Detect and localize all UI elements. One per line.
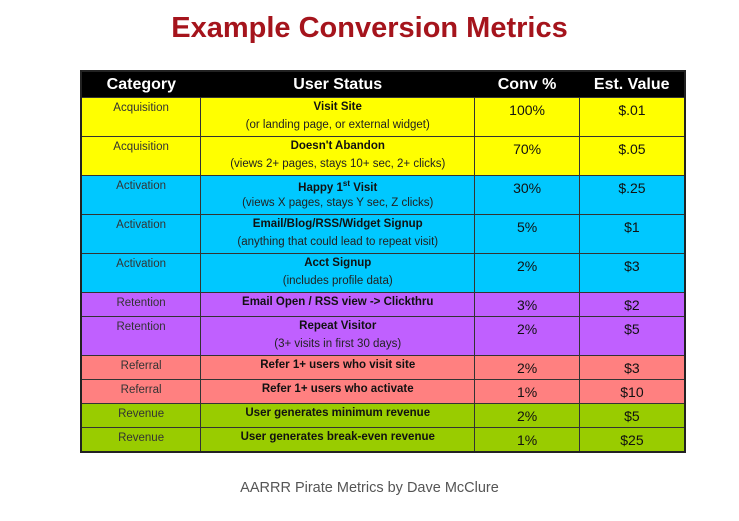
status-text: Email/Blog/RSS/Widget Signup <box>252 218 423 230</box>
status-title: Email/Blog/RSS/Widget Signup <box>201 218 474 236</box>
conv-cell: 3% <box>474 292 580 317</box>
conv-cell: 70% <box>474 136 580 176</box>
conv-cell: 5% <box>474 214 580 254</box>
status-cell: User generates minimum revenue <box>200 403 476 428</box>
status-text: Refer 1+ users who activate <box>261 383 414 395</box>
table-header-row: Category User Status Conv % Est. Value <box>81 71 685 98</box>
status-detail: (views 2+ pages, stays 10+ sec, 2+ click… <box>230 158 446 170</box>
status-text-post: Visit <box>350 181 378 194</box>
category-cell: Acquisition <box>80 97 202 137</box>
category-cell: Retention <box>80 316 202 356</box>
table-row: Referral Refer 1+ users who activate 1% $10 <box>80 379 686 404</box>
status-cell: Visit Site (or landing page, or external … <box>200 97 476 137</box>
table-row: Acquisition Doesn't Abandon (views 2+ page… <box>80 136 686 176</box>
table-row: Retention Email Open / RSS view -> Clickt… <box>80 292 686 317</box>
status-cell: Doesn't Abandon (views 2+ pages, stays 10… <box>200 136 476 176</box>
status-text: Visit Site <box>313 101 362 113</box>
header-est-value: Est. Value <box>579 71 685 98</box>
status-detail: (views X pages, stays Y sec, Z clicks) <box>242 197 434 209</box>
status-title: Refer 1+ users who activate <box>201 383 474 401</box>
header-conv: Conv % <box>474 71 580 98</box>
status-title: Doesn't Abandon <box>201 140 474 158</box>
status-detail: (includes profile data) <box>282 275 393 287</box>
value-cell: $1 <box>578 214 686 254</box>
value-cell: $3 <box>578 355 686 380</box>
status-cell: Happy 1st Visit (views X pages, stays Y s… <box>200 175 476 215</box>
status-cell: User generates break-even revenue <box>200 427 476 452</box>
status-cell: Acct Signup (includes profile data) <box>200 253 476 293</box>
status-text: Acct Signup <box>304 257 372 269</box>
status-title: Happy 1st Visit <box>201 179 474 197</box>
value-cell: $3 <box>578 253 686 293</box>
status-title: User generates break-even revenue <box>201 431 474 449</box>
conversion-metrics-table: Category User Status Conv % Est. Value A… <box>80 70 686 453</box>
table-row: Activation Acct Signup (includes profile d… <box>80 253 686 293</box>
status-text: Repeat Visitor <box>299 320 377 332</box>
category-cell: Acquisition <box>80 136 202 176</box>
value-cell: $2 <box>578 292 686 317</box>
table-row: Retention Repeat Visitor (3+ visits in fir… <box>80 316 686 356</box>
category-cell: Activation <box>80 175 202 215</box>
status-detail: (3+ visits in first 30 days) <box>274 338 402 350</box>
value-cell: $25 <box>578 427 686 452</box>
conv-cell: 1% <box>474 379 580 404</box>
status-cell: Refer 1+ users who activate <box>200 379 476 404</box>
category-cell: Revenue <box>80 403 202 428</box>
table-row: Activation Email/Blog/RSS/Widget Signup (a… <box>80 214 686 254</box>
status-detail: (anything that could lead to repeat visi… <box>237 236 439 248</box>
table-row: Activation Happy 1st Visit (views X pages,… <box>80 175 686 215</box>
status-title: Visit Site <box>201 101 474 119</box>
page-title: Example Conversion Metrics <box>171 12 568 44</box>
category-cell: Activation <box>80 253 202 293</box>
conv-cell: 1% <box>474 427 580 452</box>
table-row: Revenue User generates minimum revenue 2% $… <box>80 403 686 428</box>
table-row: Revenue User generates break-even revenue… <box>80 427 686 452</box>
status-text: Doesn't Abandon <box>290 140 385 152</box>
value-cell: $.01 <box>578 97 686 137</box>
status-cell: Email/Blog/RSS/Widget Signup (anything th… <box>200 214 476 254</box>
status-title: Acct Signup <box>201 257 474 275</box>
value-cell: $.05 <box>578 136 686 176</box>
category-cell: Revenue <box>80 427 202 452</box>
conv-cell: 100% <box>474 97 580 137</box>
status-title: User generates minimum revenue <box>201 407 474 425</box>
status-cell: Repeat Visitor (3+ visits in first 30 day… <box>200 316 476 356</box>
status-cell: Email Open / RSS view -> Clickthru <box>200 292 476 317</box>
conv-cell: 30% <box>474 175 580 215</box>
status-text: User generates break-even revenue <box>240 431 435 443</box>
status-title: Email Open / RSS view -> Clickthru <box>201 296 474 314</box>
category-cell: Referral <box>80 379 202 404</box>
status-text: User generates minimum revenue <box>245 407 431 419</box>
status-text: Refer 1+ users who visit site <box>260 359 416 371</box>
status-sup: st <box>342 179 351 188</box>
category-cell: Activation <box>80 214 202 254</box>
image-caption: AARRR Pirate Metrics by Dave McClure <box>240 480 499 496</box>
value-cell: $5 <box>578 316 686 356</box>
status-text: Email Open / RSS view -> Clickthru <box>242 296 434 308</box>
status-title: Refer 1+ users who visit site <box>201 359 474 377</box>
status-title: Repeat Visitor <box>201 320 474 338</box>
conv-cell: 2% <box>474 355 580 380</box>
table-row: Referral Refer 1+ users who visit site 2% $… <box>80 355 686 380</box>
header-user-status: User Status <box>200 71 475 98</box>
conv-cell: 2% <box>474 403 580 428</box>
value-cell: $5 <box>578 403 686 428</box>
status-detail: (or landing page, or external widget) <box>245 119 430 131</box>
category-cell: Referral <box>80 355 202 380</box>
table-row: Acquisition Visit Site (or landing page, o… <box>80 97 686 137</box>
status-text: Happy 1 <box>298 181 343 194</box>
conv-cell: 2% <box>474 253 580 293</box>
value-cell: $.25 <box>578 175 686 215</box>
conv-cell: 2% <box>474 316 580 356</box>
value-cell: $10 <box>578 379 686 404</box>
header-category: Category <box>81 71 201 98</box>
status-cell: Refer 1+ users who visit site <box>200 355 476 380</box>
category-cell: Retention <box>80 292 202 317</box>
